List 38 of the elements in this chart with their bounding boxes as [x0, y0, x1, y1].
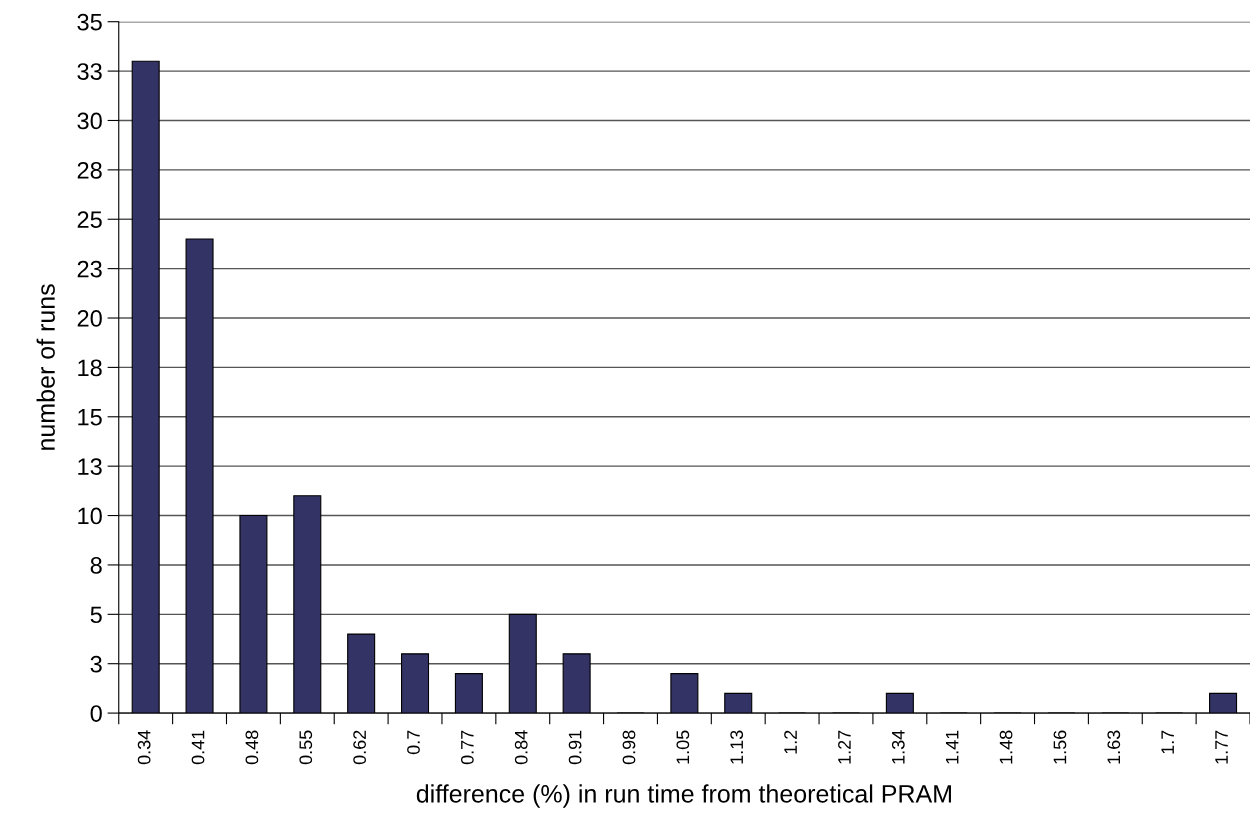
y-tick-label: 0 — [90, 705, 102, 722]
y-tick-label: 10 — [78, 507, 102, 525]
x-tick-label: 0.98 — [622, 730, 636, 765]
x-tick-label: 1.27 — [838, 730, 851, 764]
y-tick-label: 8 — [90, 557, 102, 574]
x-tick-label: 0.48 — [245, 730, 259, 765]
x-axis-title: difference (%) in run time from theoretical PRAM — [416, 784, 951, 808]
x-tick-label: 0.34 — [137, 730, 151, 765]
x-tick-label: 0.7 — [407, 730, 420, 755]
x-tick-label: 1.63 — [1107, 730, 1121, 764]
y-tick-label: 5 — [90, 606, 102, 624]
x-tick-label: 0.91 — [568, 730, 582, 765]
x-tick-label: 0.77 — [460, 730, 474, 765]
x-tick-label: 1.05 — [676, 730, 690, 764]
x-tick-label: 1.2 — [784, 730, 797, 754]
y-axis-title: number of runs — [36, 284, 55, 450]
y-tick-label: 28 — [77, 161, 102, 179]
x-tick-label: 1.41 — [945, 730, 959, 764]
y-tick-label: 35 — [77, 13, 102, 31]
x-tick-label: 0.62 — [353, 730, 367, 765]
x-tick-label: 1.13 — [730, 730, 744, 764]
x-tick-label: 0.84 — [514, 730, 528, 765]
x-tick-label: 1.77 — [1215, 730, 1228, 764]
x-tick-label: 1.56 — [1053, 730, 1067, 764]
y-tick-label: 30 — [77, 112, 102, 130]
y-tick-label: 25 — [77, 211, 102, 229]
y-tick-label: 23 — [77, 260, 102, 278]
x-tick-label: 1.7 — [1161, 730, 1174, 754]
y-tick-label: 20 — [77, 310, 102, 327]
y-tick-label: 33 — [77, 63, 102, 80]
x-tick-label: 1.34 — [891, 730, 905, 764]
y-tick-label: 13 — [78, 458, 102, 475]
y-tick-label: 15 — [78, 409, 102, 426]
x-tick-label: 0.55 — [299, 730, 313, 765]
x-tick-label: 0.41 — [191, 730, 205, 765]
y-tick-label: 18 — [78, 359, 102, 377]
x-tick-label: 1.48 — [999, 730, 1013, 764]
y-tick-label: 3 — [90, 655, 102, 673]
